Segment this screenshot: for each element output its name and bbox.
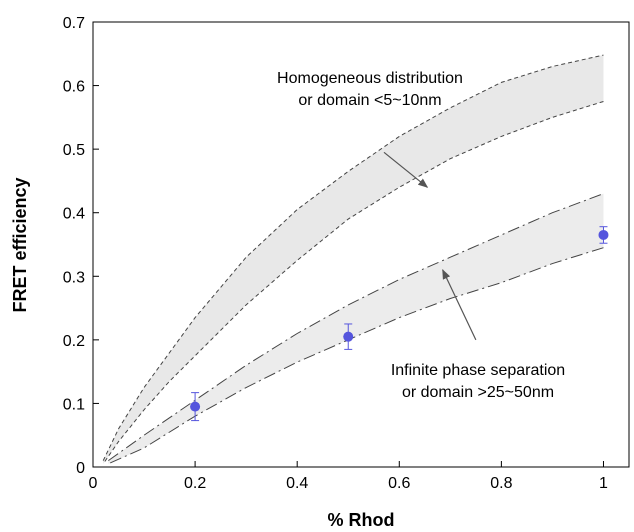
x-tick-label: 0 xyxy=(89,475,98,492)
x-tick-label: 0.2 xyxy=(184,475,206,492)
data-point xyxy=(190,401,201,412)
annotation-text-line: or domain >25~50nm xyxy=(402,384,554,401)
band-upper-line-2 xyxy=(108,193,604,462)
band-lower-line-1 xyxy=(102,100,604,465)
x-tick-label: 0.6 xyxy=(388,475,410,492)
x-axis-title: % Rhod xyxy=(328,510,395,530)
band-fill-2 xyxy=(108,193,604,464)
data-point xyxy=(598,229,609,240)
points-layer xyxy=(190,226,609,422)
band-fill-1 xyxy=(103,55,604,464)
annotations-layer: Homogeneous distribution or domain <5~10n… xyxy=(277,70,565,401)
y-tick-label: 0.7 xyxy=(63,15,85,32)
y-tick-label: 0.2 xyxy=(63,333,85,350)
annotation-text-line: Homogeneous distribution xyxy=(277,70,463,87)
annotation-text-line: or domain <5~10nm xyxy=(298,92,441,109)
annotation-arrow xyxy=(383,151,429,188)
annotation-2: Infinite phase separation or domain >25~5… xyxy=(391,269,565,401)
data-point xyxy=(343,331,354,342)
annotation-text-line: Infinite phase separation xyxy=(391,362,565,379)
y-tick-label: 0.3 xyxy=(63,269,85,286)
y-tick-label: 0 xyxy=(76,460,85,477)
annotation-arrow xyxy=(442,269,477,341)
y-axis-title: FRET efficiency xyxy=(10,177,30,312)
y-tick-label: 0.5 xyxy=(63,142,85,159)
x-tick-label: 0.8 xyxy=(490,475,512,492)
y-tick-label: 0.6 xyxy=(63,79,85,96)
bands-layer xyxy=(102,54,604,465)
y-tick-label: 0.1 xyxy=(63,396,85,413)
band-upper-line-1 xyxy=(102,54,604,461)
annotation-1: Homogeneous distribution or domain <5~10n… xyxy=(277,70,463,188)
x-tick-label: 1 xyxy=(599,475,608,492)
plot-frame xyxy=(92,21,630,468)
y-tick-label: 0.4 xyxy=(63,206,85,223)
x-tick-label: 0.4 xyxy=(286,475,308,492)
ticks-layer: 0 0.2 0.4 0.6 0.8 1 0 0.1 0.2 0.3 0.4 0.5 0.6 0.7 xyxy=(63,15,608,492)
